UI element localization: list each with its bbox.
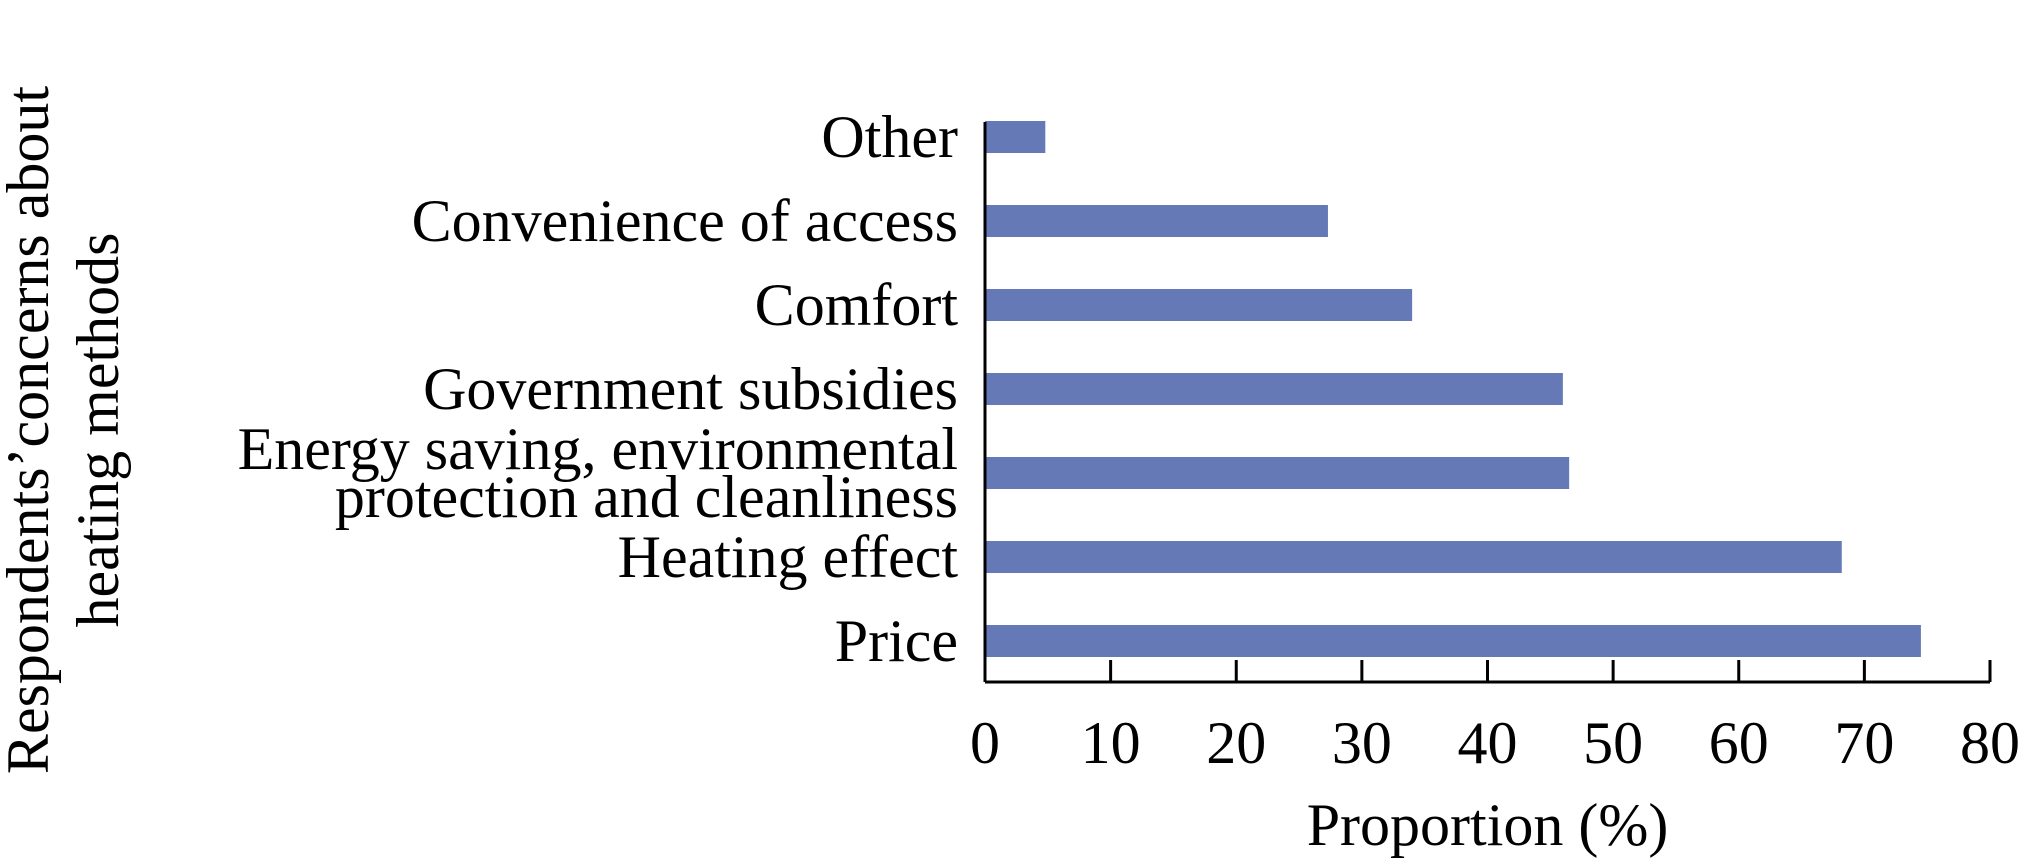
bar bbox=[985, 121, 1046, 153]
category-label: Comfort bbox=[755, 272, 959, 338]
bar bbox=[985, 625, 1921, 657]
x-tick-label: 60 bbox=[1709, 710, 1769, 776]
x-tick-label: 50 bbox=[1583, 710, 1643, 776]
x-tick-label: 70 bbox=[1834, 710, 1894, 776]
category-labels: Price Heating effect Energy saving, enviro… bbox=[238, 104, 959, 674]
x-tick-label: 20 bbox=[1206, 710, 1266, 776]
category-label: Other bbox=[821, 104, 958, 170]
y-axis-title: Respondents’concerns about heating metho… bbox=[0, 86, 131, 774]
x-tick-label: 30 bbox=[1332, 710, 1392, 776]
y-axis-title-line-2: heating methods bbox=[65, 233, 131, 628]
x-axis-ticks: 0 10 20 30 40 50 60 70 80 bbox=[970, 660, 2020, 776]
x-tick-label: 40 bbox=[1458, 710, 1518, 776]
bar-series bbox=[985, 121, 1921, 657]
x-tick-label: 80 bbox=[1960, 710, 2020, 776]
x-tick-label: 0 bbox=[970, 710, 1000, 776]
category-label: Heating effect bbox=[618, 524, 959, 590]
x-axis-title: Proportion (%) bbox=[1307, 792, 1669, 858]
bar bbox=[985, 205, 1328, 237]
bar bbox=[985, 373, 1563, 405]
category-label: Convenience of access bbox=[412, 188, 958, 254]
x-tick-label: 10 bbox=[1081, 710, 1141, 776]
category-label: protection and cleanliness bbox=[335, 464, 958, 530]
category-label: Energy saving, environmental bbox=[238, 416, 958, 482]
bar bbox=[985, 541, 1842, 573]
y-axis-title-line-1: Respondents’concerns about bbox=[0, 86, 61, 774]
category-label: Price bbox=[835, 608, 958, 674]
bar bbox=[985, 289, 1413, 321]
bar bbox=[985, 457, 1570, 489]
category-label: Government subsidies bbox=[423, 356, 958, 422]
